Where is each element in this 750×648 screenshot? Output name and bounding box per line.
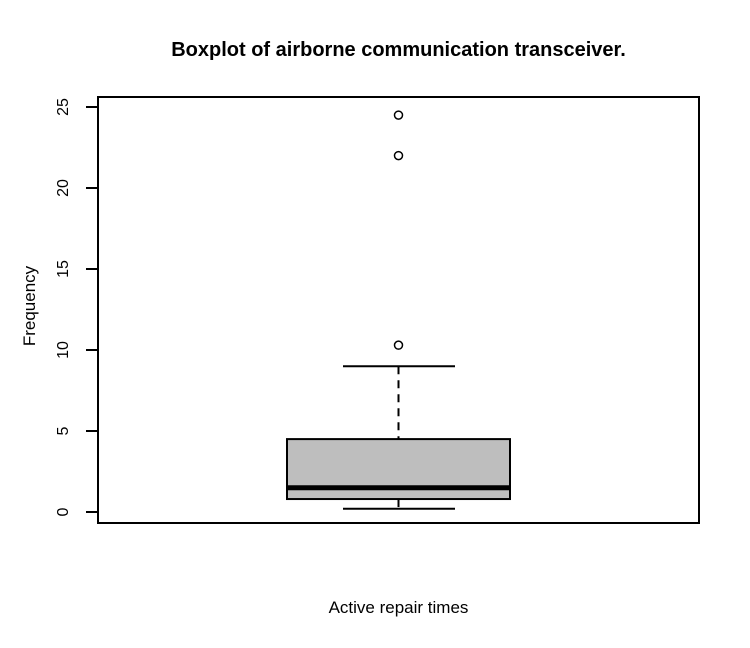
y-axis-tick-label: 25: [55, 98, 72, 116]
y-axis-tick-label: 5: [55, 426, 72, 435]
outlier-point: [393, 150, 404, 161]
outlier-point: [393, 340, 404, 350]
outlier-point: [393, 110, 404, 120]
x-axis-label: Active repair times: [328, 598, 469, 617]
y-axis-tick-label: 0: [55, 507, 72, 516]
y-axis-tick-label: 15: [55, 260, 72, 278]
y-axis-tick-label: 20: [55, 179, 72, 197]
y-axis-tick-label: 10: [55, 341, 72, 359]
plot-border: [97, 96, 700, 524]
chart-title: Boxplot of airborne communication transc…: [171, 39, 626, 61]
